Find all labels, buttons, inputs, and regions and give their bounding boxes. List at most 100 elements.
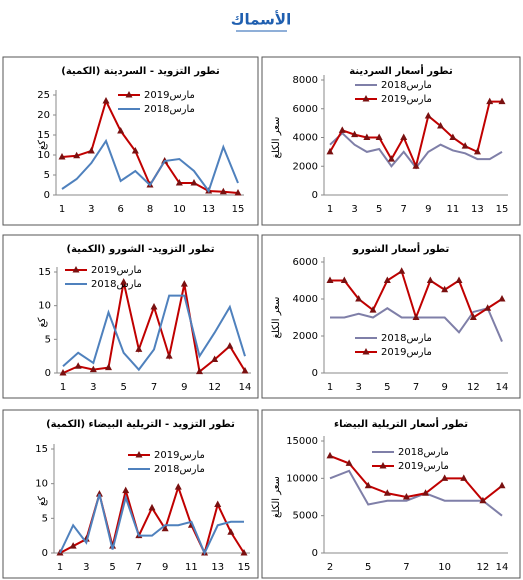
chart-title: تطور التزويد - السردينة (الكمية) bbox=[61, 66, 220, 77]
x-tick-label: 9 bbox=[425, 204, 431, 215]
legend-label: مارس2019 bbox=[381, 347, 432, 358]
x-tick-label: 7 bbox=[136, 562, 142, 573]
series-line bbox=[59, 493, 244, 556]
legend-label: مارس2018 bbox=[381, 80, 432, 91]
y-tick-label: 6000 bbox=[293, 104, 318, 115]
point-marker bbox=[69, 542, 77, 549]
x-tick-label: 7 bbox=[151, 382, 157, 393]
legend-label: مارس2018 bbox=[381, 333, 432, 344]
y-tick-label: 0 bbox=[42, 548, 48, 559]
point-marker bbox=[89, 365, 97, 373]
y-tick-label: 2000 bbox=[293, 331, 318, 342]
point-marker bbox=[219, 187, 227, 195]
x-tick-label: 5 bbox=[109, 562, 115, 573]
point-marker bbox=[326, 276, 334, 283]
y-tick-label: 5 bbox=[42, 513, 48, 524]
legend-label: مارس2018 bbox=[154, 464, 205, 475]
chart-title: تطور أسعار السردينة bbox=[349, 64, 453, 77]
chart-title: تطور التزويد - التريلية البيضاء (الكمية) bbox=[46, 419, 235, 430]
legend-label: مارس2019 bbox=[144, 90, 195, 101]
point-marker bbox=[412, 313, 420, 320]
point-marker bbox=[240, 549, 248, 556]
legend-marker bbox=[72, 266, 80, 273]
panel bbox=[2, 56, 259, 226]
series-line bbox=[62, 294, 246, 372]
point-marker bbox=[460, 474, 468, 481]
point-marker bbox=[422, 489, 430, 496]
point-marker bbox=[473, 147, 481, 155]
y-axis-label: سعر الكلغ bbox=[271, 297, 282, 339]
y-tick-label: 15 bbox=[37, 130, 50, 141]
y-tick-label: 20 bbox=[37, 110, 50, 121]
point-marker bbox=[437, 122, 445, 129]
point-marker bbox=[363, 133, 371, 140]
point-marker bbox=[375, 133, 383, 140]
x-tick-label: 5 bbox=[384, 382, 390, 393]
point-marker bbox=[234, 189, 242, 196]
point-marker bbox=[148, 503, 156, 511]
point-marker bbox=[398, 267, 406, 274]
point-marker bbox=[498, 295, 506, 302]
y-tick-label: 0 bbox=[45, 368, 51, 379]
x-tick-label: 14 bbox=[239, 382, 252, 393]
y-tick-label: 2000 bbox=[293, 161, 318, 172]
page-title: الأسماك bbox=[231, 11, 292, 29]
y-tick-label: 4000 bbox=[293, 133, 318, 144]
point-marker bbox=[120, 278, 128, 285]
x-tick-label: 3 bbox=[351, 204, 357, 215]
x-tick-label: 7 bbox=[401, 204, 407, 215]
legend-label: مارس2018 bbox=[144, 104, 195, 115]
legend-marker bbox=[379, 462, 387, 469]
panel bbox=[261, 409, 521, 579]
point-marker bbox=[74, 362, 82, 369]
point-marker bbox=[498, 481, 506, 489]
y-tick-label: 6000 bbox=[293, 257, 318, 268]
x-tick-label: 1 bbox=[57, 562, 63, 573]
legend-label: مارس2018 bbox=[91, 279, 142, 290]
x-tick-label: 13 bbox=[202, 204, 215, 215]
legend-label: مارس2019 bbox=[91, 265, 142, 276]
y-tick-label: 0 bbox=[44, 190, 50, 201]
y-tick-label: 25 bbox=[37, 90, 50, 101]
legend-label: مارس2018 bbox=[398, 447, 449, 458]
x-tick-label: 10 bbox=[173, 204, 186, 215]
legend-label: مارس2019 bbox=[154, 450, 205, 461]
chart-title: تطور أسعار الشورو bbox=[352, 242, 450, 255]
point-marker bbox=[400, 133, 408, 140]
x-tick-label: 11 bbox=[185, 562, 198, 573]
point-marker bbox=[135, 345, 143, 352]
point-marker bbox=[87, 147, 95, 154]
point-marker bbox=[122, 486, 130, 494]
x-tick-label: 7 bbox=[413, 382, 419, 393]
point-marker bbox=[211, 355, 219, 363]
x-tick-label: 9 bbox=[162, 562, 168, 573]
x-tick-label: 7 bbox=[403, 562, 409, 573]
point-marker bbox=[58, 153, 66, 160]
x-tick-label: 14 bbox=[496, 562, 509, 573]
x-tick-label: 5 bbox=[120, 382, 126, 393]
point-marker bbox=[241, 366, 249, 374]
point-marker bbox=[455, 276, 463, 283]
point-marker bbox=[105, 363, 112, 371]
x-tick-label: 3 bbox=[83, 562, 89, 573]
point-marker bbox=[426, 276, 434, 283]
x-tick-label: 1 bbox=[327, 382, 333, 393]
panel bbox=[2, 409, 259, 579]
panel bbox=[261, 234, 521, 399]
point-marker bbox=[486, 97, 494, 105]
y-tick-label: 5 bbox=[45, 334, 51, 345]
y-tick-label: 10 bbox=[35, 479, 48, 490]
point-marker bbox=[102, 97, 110, 104]
point-marker bbox=[150, 303, 158, 310]
y-axis-label: كغ bbox=[37, 317, 48, 327]
y-axis-label: سعر الكلغ bbox=[271, 117, 282, 159]
series-line bbox=[329, 469, 503, 517]
point-marker bbox=[469, 313, 477, 320]
y-tick-label: 8000 bbox=[293, 75, 318, 86]
point-marker bbox=[131, 147, 139, 154]
x-tick-label: 12 bbox=[467, 382, 480, 393]
y-tick-label: 15000 bbox=[286, 436, 318, 447]
x-tick-label: 3 bbox=[90, 382, 96, 393]
point-marker bbox=[364, 481, 372, 489]
